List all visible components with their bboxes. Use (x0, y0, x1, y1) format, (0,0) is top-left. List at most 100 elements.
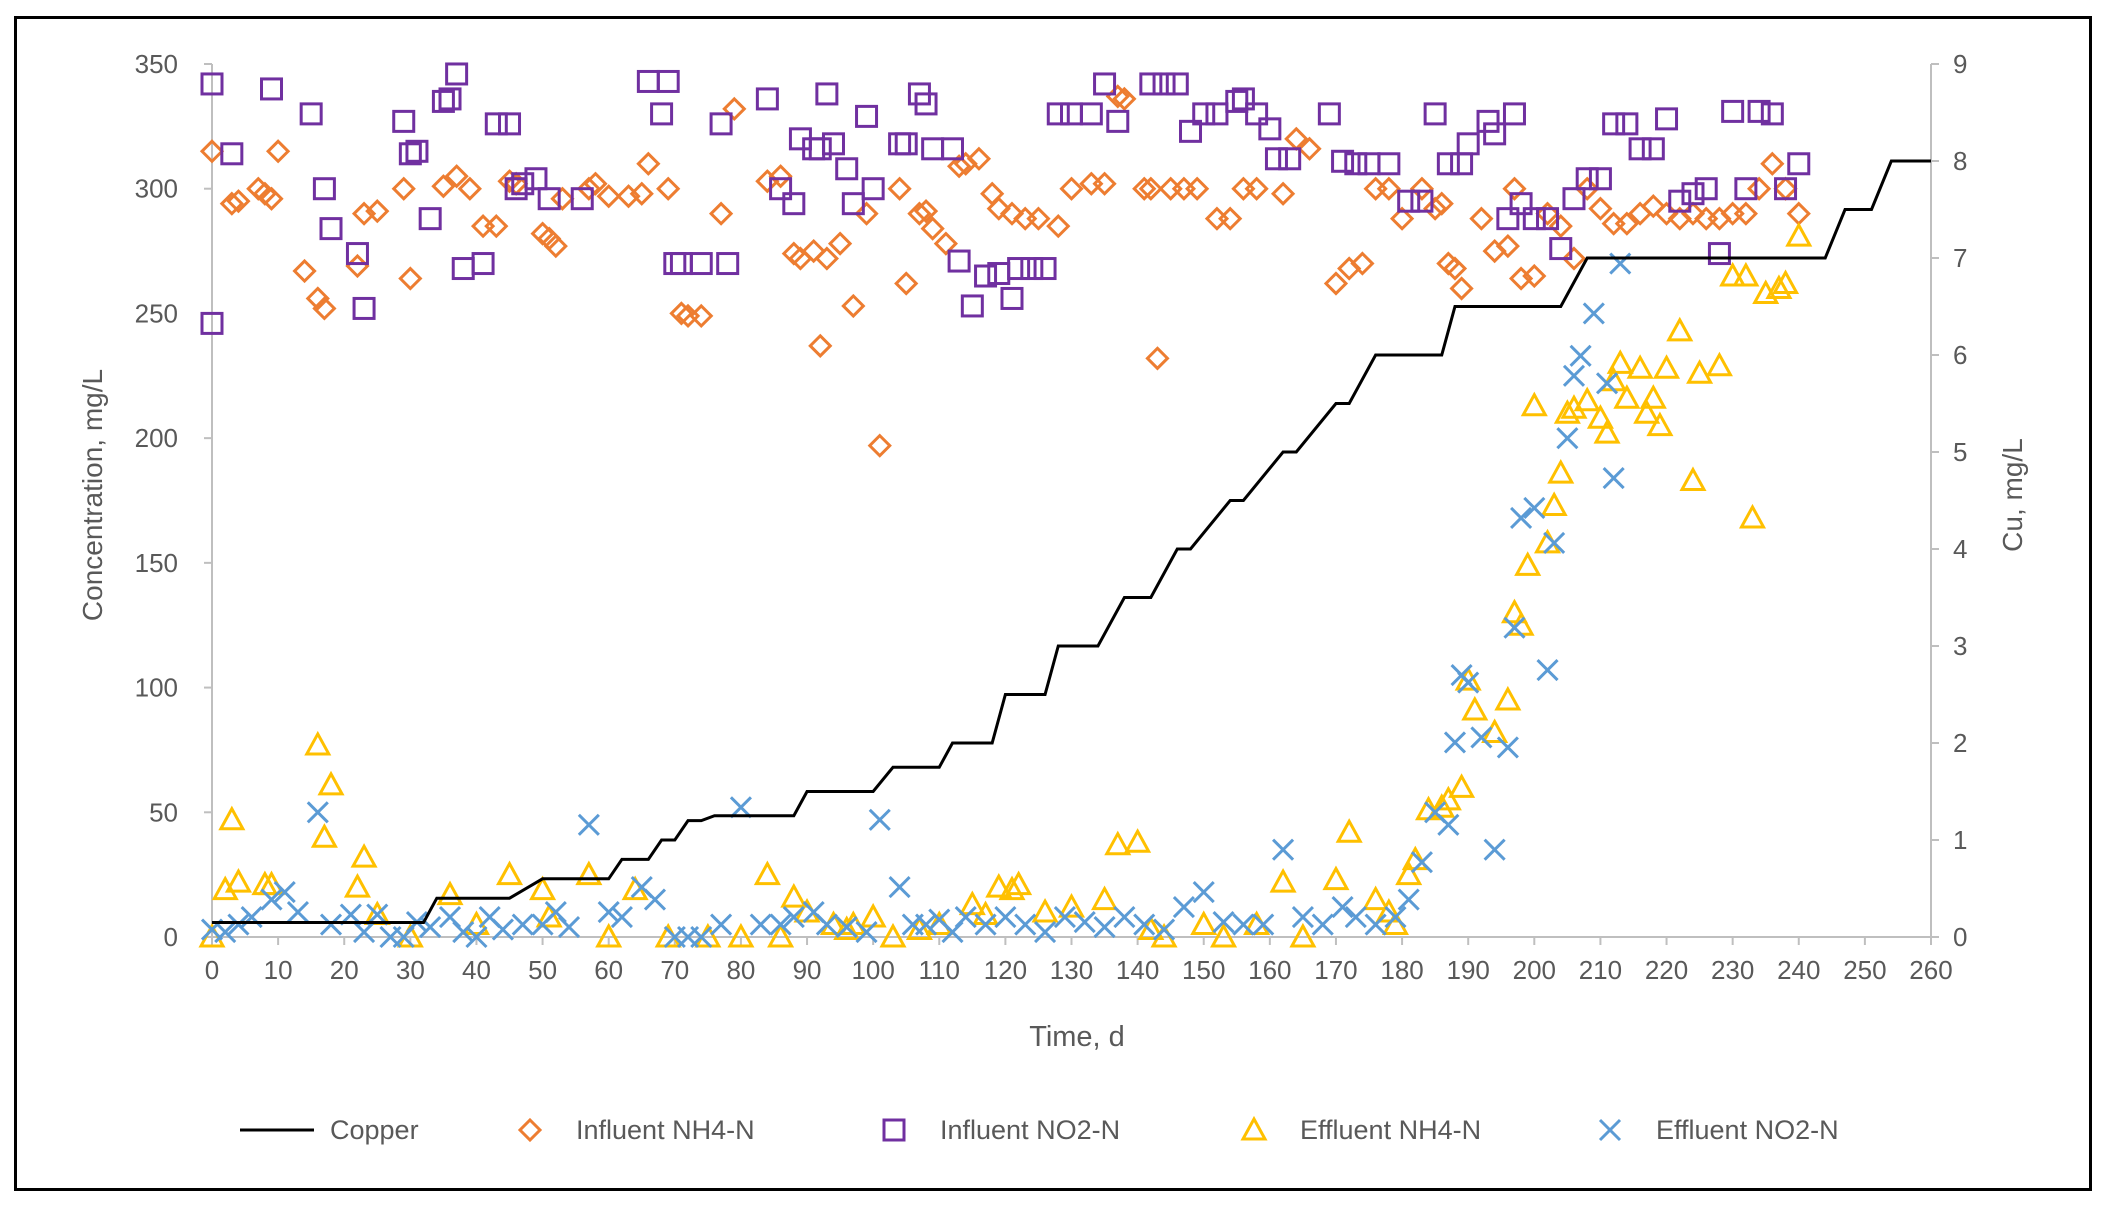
data-point (1331, 149, 1355, 173)
data-point (1760, 102, 1784, 126)
data-point (749, 913, 772, 936)
data-point (1785, 221, 1813, 247)
data-point (1272, 838, 1295, 861)
data-point (1456, 132, 1480, 156)
data-point (879, 922, 907, 948)
data-point (815, 913, 838, 936)
data-point (398, 266, 423, 291)
data-point (1461, 695, 1489, 721)
data-point (1192, 102, 1216, 126)
series-influent-no2-n (200, 62, 1811, 335)
data-point (1681, 182, 1705, 206)
y-left-tick-label: 150 (135, 548, 178, 578)
data-point (597, 900, 620, 924)
data-point (998, 875, 1026, 901)
data-point (1258, 117, 1282, 141)
data-point (1575, 167, 1599, 191)
y-right-tick-label: 8 (1953, 146, 1967, 176)
data-point (1000, 286, 1024, 310)
x-tick-label: 120 (984, 955, 1027, 985)
x-tick-label: 180 (1380, 955, 1423, 985)
data-point (319, 913, 343, 936)
data-point (656, 69, 680, 93)
data-point (1556, 427, 1579, 450)
data-point (1401, 845, 1429, 871)
x-tick-label: 230 (1711, 955, 1754, 985)
data-point (1205, 102, 1229, 126)
data-point (1192, 881, 1215, 904)
data-point (1443, 731, 1467, 754)
x-tick-label: 150 (1182, 955, 1225, 985)
data-point (1547, 458, 1575, 484)
data-point (663, 252, 687, 276)
data-point (1232, 913, 1255, 936)
data-point (1093, 915, 1116, 939)
x-tick-label: 210 (1579, 955, 1622, 985)
data-point (491, 918, 514, 941)
data-point (1020, 257, 1044, 281)
data-point (801, 238, 826, 264)
data-point (224, 868, 252, 893)
data-point (867, 433, 892, 458)
data-point (1561, 246, 1587, 271)
data-point (200, 311, 224, 335)
data-point (1437, 813, 1460, 836)
data-point (1092, 171, 1117, 196)
data-point (1057, 892, 1086, 918)
data-point (1615, 112, 1639, 136)
axes: 0 10 20 30 40 50 60 70 80 90 100 110 120 130 140 150 160… (135, 49, 1968, 985)
legend-label: Effluent NH4-N (1300, 1115, 1481, 1145)
data-point (1423, 102, 1447, 126)
data-point (1323, 271, 1349, 296)
data-point (907, 201, 932, 226)
data-point (1569, 344, 1592, 367)
data-point (438, 87, 462, 111)
data-point (833, 915, 861, 941)
legend-item-influent-no2-n: Influent NO2-N (882, 1115, 1120, 1145)
data-point (769, 913, 792, 936)
data-point (1184, 176, 1210, 201)
data-point (835, 157, 859, 181)
data-point (1503, 616, 1526, 639)
data-point (1138, 176, 1163, 201)
data-point (1093, 72, 1117, 96)
data-point (306, 801, 329, 824)
data-point (1522, 207, 1546, 231)
y-right-tick-label: 0 (1953, 922, 1967, 952)
data-point (1344, 905, 1367, 929)
data-point (1641, 137, 1665, 161)
data-point (689, 252, 713, 276)
data-point (1483, 122, 1507, 146)
data-point (511, 172, 535, 196)
data-point (436, 880, 464, 906)
data-point (1113, 905, 1136, 929)
data-point (1494, 685, 1522, 711)
data-point (1655, 107, 1679, 131)
data-point (913, 199, 939, 224)
data-point (305, 286, 330, 311)
legend-item-influent-nh4-n: Influent NH4-N (517, 1115, 755, 1145)
data-point (1721, 99, 1745, 123)
data-point (1026, 206, 1051, 231)
data-point (550, 186, 575, 211)
data-point (1172, 896, 1195, 919)
legend-label: Copper (330, 1115, 419, 1145)
legend-marker-swatch (517, 1117, 543, 1143)
data-point (1350, 251, 1375, 276)
data-point (1429, 191, 1454, 216)
data-point (1363, 176, 1388, 201)
data-point (887, 176, 912, 201)
data-point (1613, 384, 1641, 409)
data-point (1495, 233, 1520, 259)
data-point (1297, 136, 1322, 161)
data-point (1014, 913, 1037, 936)
legend-label: Influent NO2-N (940, 1115, 1120, 1145)
data-point (1602, 112, 1626, 136)
data-point (1502, 176, 1527, 201)
legend-item-effluent-no2-n: Effluent NO2-N (1598, 1115, 1839, 1145)
x-tick-label: 130 (1050, 955, 1093, 985)
data-point (821, 132, 845, 156)
data-point (1409, 176, 1435, 201)
data-point (1104, 830, 1132, 856)
data-point (350, 843, 378, 868)
